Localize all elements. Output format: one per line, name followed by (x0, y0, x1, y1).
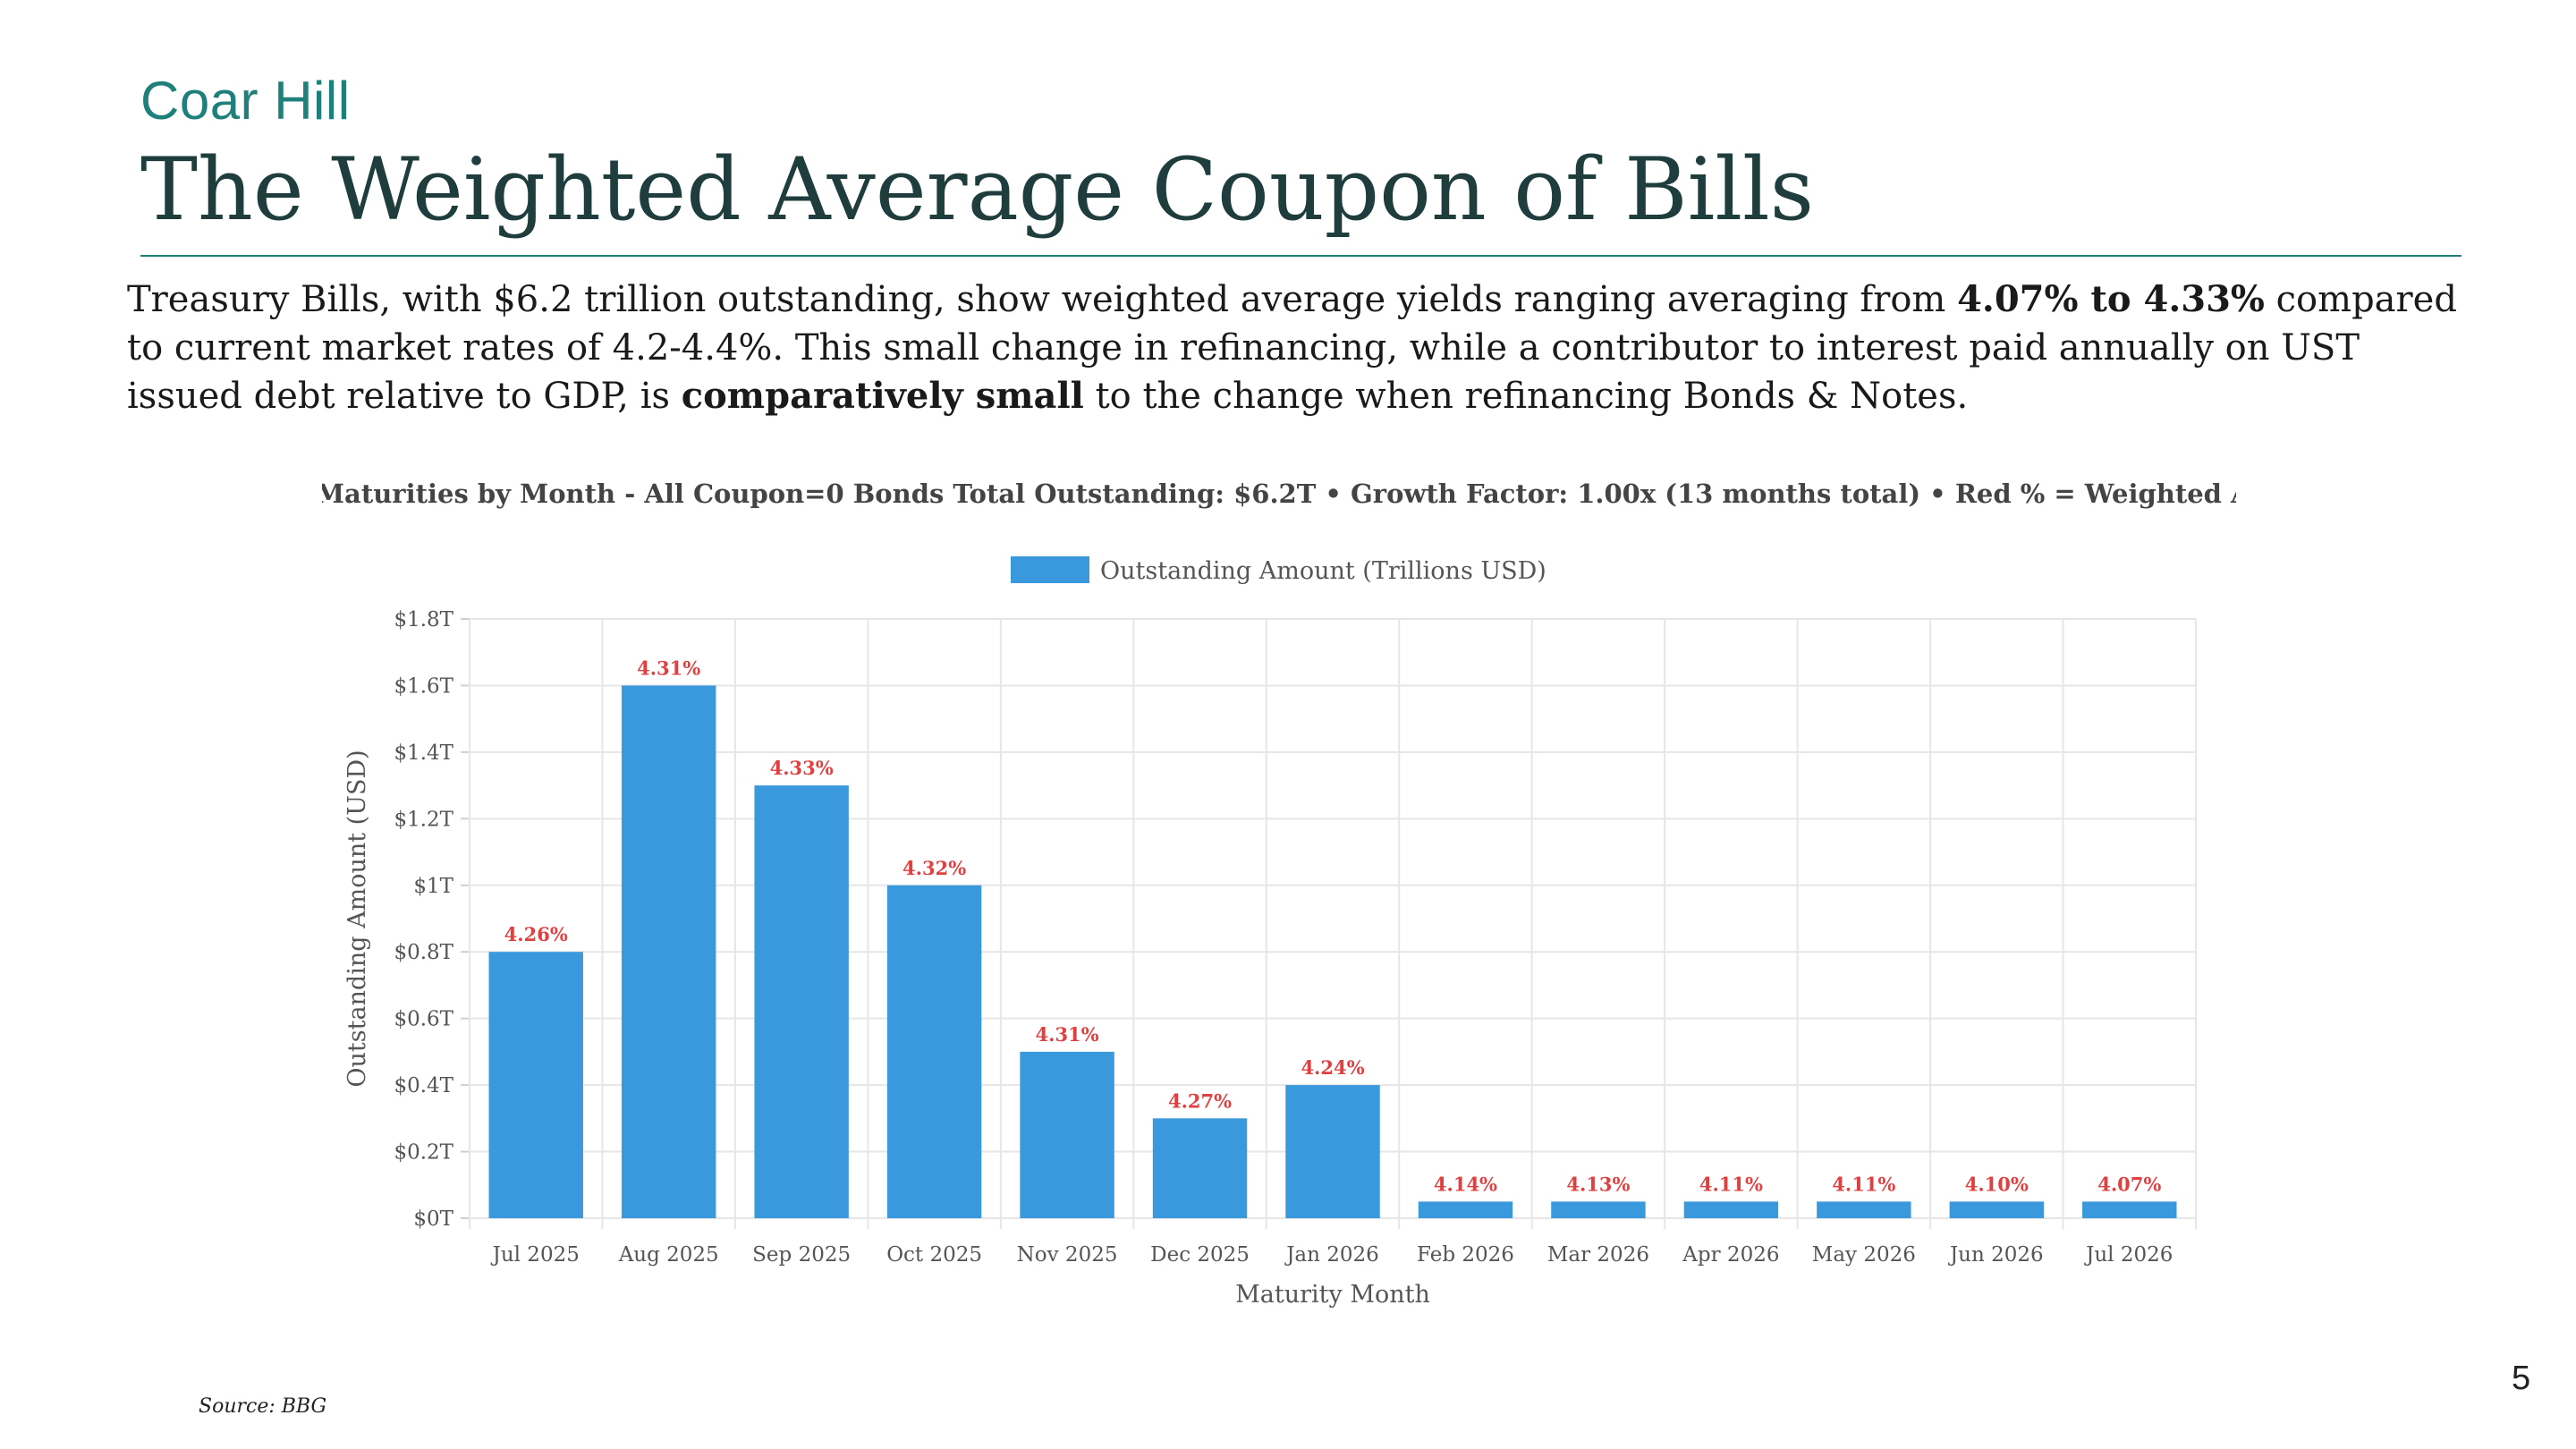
y-tick-label: $0.6T (394, 1008, 453, 1031)
source-note: Source: BBG (199, 1395, 327, 1418)
yield-label: 4.13% (1566, 1173, 1630, 1195)
yield-label: 4.10% (1965, 1173, 2029, 1195)
x-tick-label: Mar 2026 (1547, 1243, 1649, 1267)
x-tick-label: Jan 2026 (1284, 1243, 1379, 1267)
x-tick-label: Feb 2026 (1417, 1243, 1514, 1267)
x-tick-label: Sep 2025 (752, 1243, 851, 1267)
bar (754, 785, 849, 1218)
y-axis-title: Outstanding Amount (USD) (343, 750, 371, 1087)
summary-text-1: Treasury Bills, with $6.2 trillion outst… (127, 279, 1958, 320)
y-tick-label: $0T (413, 1208, 453, 1231)
yield-label: 4.11% (1832, 1173, 1895, 1195)
page-number: 5 (2512, 1360, 2531, 1397)
summary-text-2: compared to current market rates of 4.2-… (127, 279, 2457, 417)
bar (621, 685, 716, 1218)
summary-text-3: to the change when refinancing Bonds & N… (1083, 376, 1969, 417)
bar (1020, 1051, 1114, 1218)
chart-svg: T-Bill Maturities by Month - All Coupon=… (322, 479, 2236, 1309)
y-tick-label: $1.8T (394, 608, 453, 631)
y-tick-label: $1.6T (394, 674, 453, 698)
y-tick-label: $0.2T (394, 1141, 453, 1165)
x-tick-label: Aug 2025 (618, 1243, 719, 1267)
y-tick-label: $1T (413, 875, 453, 898)
bar (1817, 1201, 1911, 1218)
x-tick-label: Oct 2025 (886, 1243, 982, 1267)
title-divider (140, 255, 2462, 257)
x-axis-title: Maturity Month (1235, 1281, 1430, 1309)
tbill-maturity-chart: T-Bill Maturities by Month - All Coupon=… (322, 465, 2236, 1324)
bar (1285, 1085, 1380, 1218)
bar (1152, 1118, 1248, 1218)
bar (488, 952, 583, 1218)
x-tick-label: Apr 2026 (1682, 1243, 1779, 1267)
yield-label: 4.32% (902, 857, 966, 879)
summary-bold-range: 4.07% to 4.33% (1957, 278, 2265, 320)
yield-label: 4.07% (2097, 1173, 2161, 1195)
yield-label: 4.31% (637, 657, 700, 679)
yield-label: 4.14% (1434, 1173, 1497, 1195)
bar (1949, 1201, 2045, 1218)
y-tick-label: $1.2T (394, 808, 453, 831)
x-tick-label: Dec 2025 (1150, 1243, 1250, 1267)
brand-name: Coar Hill (140, 71, 351, 131)
y-tick-label: $0.8T (394, 941, 453, 964)
yield-label: 4.33% (770, 757, 834, 779)
chart-title: T-Bill Maturities by Month - All Coupon=… (322, 479, 2236, 509)
summary-bold-small: comparatively small (681, 375, 1084, 417)
x-tick-label: Jul 2025 (491, 1243, 580, 1267)
y-tick-label: $0.4T (394, 1074, 453, 1097)
bar (1683, 1201, 1779, 1218)
legend-label: Outstanding Amount (Trillions USD) (1100, 557, 1546, 585)
bar (886, 885, 982, 1218)
yield-label: 4.31% (1036, 1023, 1099, 1046)
yield-label: 4.24% (1301, 1056, 1364, 1079)
yield-label: 4.26% (504, 923, 568, 945)
bar (1551, 1201, 1646, 1218)
x-tick-label: Jun 2026 (1948, 1243, 2044, 1267)
x-tick-label: Jul 2026 (2084, 1243, 2173, 1267)
bar (2082, 1201, 2177, 1218)
y-tick-label: $1.4T (394, 741, 453, 765)
page-title: The Weighted Average Coupon of Bills (140, 140, 1815, 240)
yield-label: 4.27% (1168, 1089, 1232, 1112)
x-tick-label: May 2026 (1812, 1243, 1916, 1267)
bar (1418, 1201, 1513, 1218)
yield-label: 4.11% (1699, 1173, 1763, 1195)
summary-paragraph: Treasury Bills, with $6.2 trillion outst… (127, 275, 2470, 420)
x-tick-label: Nov 2025 (1017, 1243, 1118, 1267)
legend-swatch (1011, 556, 1089, 583)
